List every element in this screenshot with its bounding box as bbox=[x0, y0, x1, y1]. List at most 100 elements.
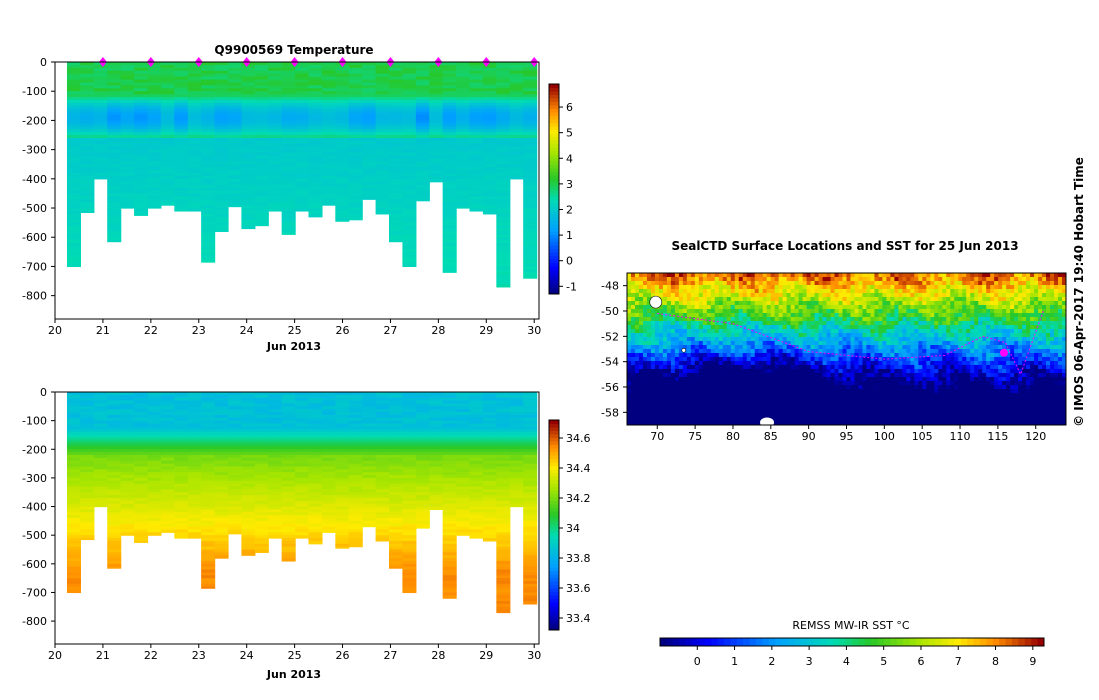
colorbar-swatch bbox=[549, 490, 559, 494]
sst-cell bbox=[870, 301, 875, 306]
temperature-cell bbox=[227, 105, 243, 110]
salinity-cell bbox=[375, 457, 390, 462]
temperature-cell bbox=[523, 260, 538, 265]
salinity-cell bbox=[227, 397, 243, 402]
temperature-cell bbox=[375, 202, 390, 206]
temperature-cell bbox=[281, 178, 296, 183]
salinity-cell bbox=[187, 432, 202, 436]
temperature-cell bbox=[308, 137, 323, 142]
temperature-cell bbox=[160, 164, 175, 168]
sst-cell bbox=[710, 297, 716, 302]
temperature-cell bbox=[335, 178, 350, 183]
temperature-cell bbox=[415, 123, 430, 127]
salinity-cell bbox=[254, 449, 269, 453]
temperature-cell bbox=[187, 76, 202, 81]
temperature-cell bbox=[254, 111, 269, 116]
salinity-cell bbox=[295, 489, 310, 493]
salinity-cell bbox=[308, 392, 323, 396]
salinity-cell bbox=[456, 469, 471, 473]
salinity-cell bbox=[227, 426, 243, 430]
salinity-cell bbox=[389, 515, 404, 519]
colorbar-swatch bbox=[549, 252, 559, 256]
sst-cell bbox=[642, 285, 648, 290]
temperature-cell bbox=[66, 184, 81, 189]
salinity-cell bbox=[523, 429, 538, 433]
temperature-cell bbox=[66, 97, 81, 101]
temperature-cell bbox=[375, 170, 390, 174]
temperature-cell bbox=[120, 181, 135, 186]
temperature-cell bbox=[134, 193, 149, 197]
temperature-cell bbox=[442, 82, 457, 86]
salinity-cell bbox=[415, 497, 430, 502]
salinity-cell bbox=[174, 460, 189, 465]
salinity-cell bbox=[362, 414, 377, 419]
salinity-cell bbox=[469, 457, 484, 462]
temperature-cell bbox=[375, 149, 390, 154]
temperature-cell bbox=[66, 202, 81, 206]
salinity-cell bbox=[241, 475, 256, 479]
salinity-cell bbox=[201, 506, 216, 511]
salinity-cell bbox=[509, 466, 524, 470]
salinity-cell bbox=[402, 394, 417, 399]
temperature-cell bbox=[429, 158, 444, 162]
salinity-cell bbox=[442, 463, 457, 468]
sst-cell bbox=[730, 289, 736, 294]
salinity-cell bbox=[66, 500, 81, 505]
salinity-cell bbox=[120, 409, 135, 413]
salinity-cell bbox=[254, 426, 269, 430]
salinity-cell bbox=[375, 477, 390, 482]
temperature-cell bbox=[281, 161, 296, 165]
salinity-cell bbox=[456, 463, 471, 468]
x-tick-label: 20 bbox=[48, 649, 62, 662]
temperature-cell bbox=[482, 97, 497, 101]
salinity-cell bbox=[93, 429, 108, 433]
salinity-cell bbox=[295, 426, 310, 430]
salinity-cell bbox=[375, 443, 390, 448]
temperature-cell bbox=[482, 88, 497, 92]
salinity-cell bbox=[80, 520, 95, 525]
salinity-cell bbox=[107, 506, 122, 511]
salinity-cell bbox=[415, 417, 430, 422]
temperature-cell bbox=[321, 85, 336, 89]
salinity-cell bbox=[308, 509, 323, 513]
sst-cell bbox=[926, 293, 931, 298]
salinity-cell bbox=[66, 489, 81, 493]
temperature-cell bbox=[456, 129, 471, 133]
salinity-cell bbox=[80, 440, 95, 445]
salinity-cell bbox=[66, 480, 81, 485]
temperature-cell bbox=[321, 99, 336, 104]
sst-cell bbox=[706, 293, 712, 298]
temperature-cell bbox=[160, 111, 175, 116]
sst-cell bbox=[1030, 281, 1035, 286]
salinity-cell bbox=[482, 440, 497, 445]
salinity-cell bbox=[120, 437, 135, 442]
salinity-cell bbox=[335, 540, 350, 545]
temperature-cell bbox=[268, 140, 283, 145]
temperature-cell bbox=[295, 175, 310, 180]
temperature-cell bbox=[469, 184, 484, 189]
sst-cell bbox=[738, 285, 744, 290]
sst-cell bbox=[810, 281, 815, 286]
sst-cell bbox=[698, 289, 704, 294]
temperature-cell bbox=[241, 117, 256, 122]
temperature-cell bbox=[66, 82, 81, 86]
salinity-cell bbox=[281, 540, 296, 545]
temperature-cell bbox=[509, 170, 524, 174]
salinity-cell bbox=[523, 400, 538, 405]
salinity-cell bbox=[93, 446, 108, 450]
salinity-cell bbox=[362, 489, 377, 493]
temperature-cell bbox=[134, 91, 149, 95]
sst-cell bbox=[918, 289, 923, 294]
sst-cell bbox=[742, 301, 748, 306]
temperature-cell bbox=[402, 172, 417, 177]
sst-cell bbox=[710, 273, 716, 278]
salinity-cell bbox=[348, 497, 363, 502]
sst-cell bbox=[1022, 277, 1027, 282]
temperature-cell bbox=[509, 91, 524, 95]
temperature-cell bbox=[281, 152, 296, 157]
colorbar-swatch bbox=[549, 574, 559, 578]
temperature-cell bbox=[214, 164, 229, 168]
temperature-cell bbox=[241, 225, 256, 230]
sst-cell bbox=[866, 289, 871, 294]
temperature-cell bbox=[469, 85, 484, 89]
